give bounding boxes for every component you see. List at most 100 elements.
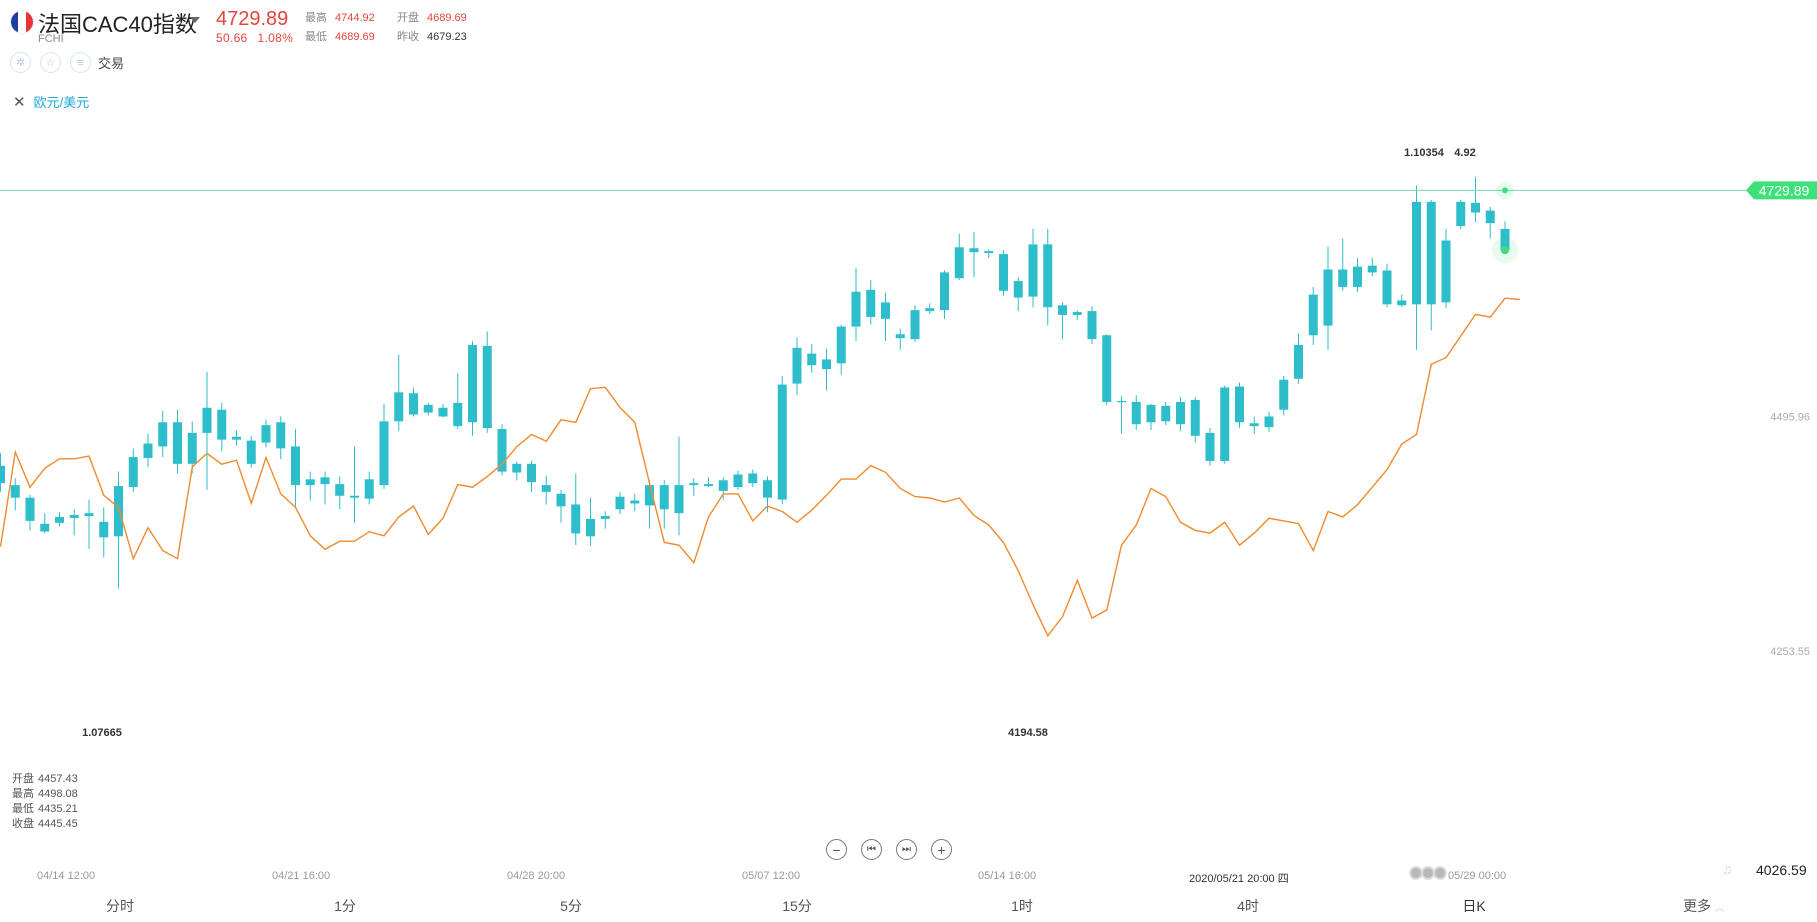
candle-body bbox=[940, 272, 949, 311]
candlestick-chart[interactable]: 4729.89 4495.96 4253.55 1.07665 4194.58 1.103… bbox=[0, 120, 1817, 860]
candle-body bbox=[1279, 379, 1289, 410]
instrument-dropdown-icon[interactable] bbox=[190, 17, 200, 23]
time-tick: 05/14 16:00 bbox=[978, 870, 1037, 882]
tab-timeshare[interactable]: 分时 bbox=[106, 898, 134, 914]
tab-5min[interactable]: 5分 bbox=[560, 898, 582, 914]
settings-icon[interactable]: ✲ bbox=[10, 52, 31, 73]
open-label: 开盘 bbox=[397, 12, 419, 24]
candle-body bbox=[320, 477, 330, 485]
ohlc-open-value: 4457.43 bbox=[38, 773, 78, 785]
overlay-indicator: ✕ 欧元/美元 bbox=[13, 92, 89, 111]
step-back-icon[interactable]: ⏮ bbox=[861, 839, 882, 860]
candle-body bbox=[822, 359, 831, 370]
candle-body bbox=[99, 521, 109, 538]
more-button[interactable]: 更多 ︿ bbox=[1683, 896, 1725, 916]
candle-body bbox=[630, 500, 640, 504]
high-value: 4744.92 bbox=[335, 12, 375, 24]
candle-body bbox=[984, 251, 994, 254]
time-tick: 04/21 16:00 bbox=[272, 870, 331, 882]
tab-15min[interactable]: 15分 bbox=[782, 898, 812, 914]
candle-body bbox=[999, 254, 1008, 291]
candle-body bbox=[1176, 401, 1185, 425]
candle-body bbox=[468, 344, 477, 423]
change-percent: 1.08% bbox=[257, 31, 294, 45]
candle-body bbox=[1456, 201, 1466, 227]
candle-body bbox=[674, 485, 684, 514]
trade-button[interactable]: 交易 bbox=[98, 56, 125, 71]
candle-body bbox=[40, 523, 50, 532]
candle-body bbox=[600, 516, 610, 519]
candle-body bbox=[659, 485, 669, 510]
time-tick: 04/28 20:00 bbox=[507, 870, 566, 882]
candle-body bbox=[1471, 202, 1480, 213]
candle-body bbox=[1367, 265, 1377, 273]
candle-body bbox=[335, 484, 345, 496]
candle-body bbox=[1249, 423, 1259, 427]
candle-body bbox=[1190, 400, 1200, 436]
tab-1min[interactable]: 1分 bbox=[334, 898, 356, 914]
overlay-name[interactable]: 欧元/美元 bbox=[33, 95, 90, 110]
star-icon[interactable]: ☆ bbox=[40, 52, 61, 73]
candle-body bbox=[792, 347, 802, 384]
candle-body bbox=[925, 308, 935, 312]
candle-body bbox=[645, 485, 654, 506]
high-label: 最高 bbox=[305, 12, 327, 24]
candle-body bbox=[114, 486, 123, 537]
bottom-price: 4026.59 bbox=[1756, 862, 1807, 878]
ohlc-low-value: 4435.21 bbox=[38, 803, 78, 815]
candle-body bbox=[1500, 228, 1510, 251]
candle-body bbox=[128, 457, 138, 488]
candle-body bbox=[364, 479, 374, 499]
candle-body bbox=[689, 483, 699, 486]
candle-body bbox=[158, 422, 168, 447]
ohlc-readout: 开盘 4457.43 最高 4498.08 最低 4435.21 收盘 4445.45 bbox=[12, 772, 78, 832]
zoom-out-icon[interactable]: − bbox=[826, 839, 847, 860]
candle-body bbox=[291, 446, 300, 486]
candle-body bbox=[763, 480, 772, 498]
candle-body bbox=[1485, 210, 1495, 224]
candle-body bbox=[55, 516, 64, 523]
candle-body bbox=[1412, 201, 1421, 305]
candle-body bbox=[571, 504, 581, 534]
change-value: 50.66 bbox=[216, 31, 248, 45]
instrument-header: 法国CAC40指数 FCHI 4729.89 50.66 1.08% 最高 474… bbox=[0, 0, 1817, 120]
chevron-up-icon: ︿ bbox=[1714, 903, 1725, 914]
candle-body bbox=[1117, 400, 1126, 403]
zoom-in-icon[interactable]: + bbox=[931, 839, 952, 860]
remove-overlay-icon[interactable]: ✕ bbox=[13, 93, 26, 111]
extreme-label: 1.07665 bbox=[82, 727, 122, 739]
tab-1hour[interactable]: 1时 bbox=[1011, 898, 1033, 914]
candle-body bbox=[423, 404, 433, 413]
candle-body bbox=[276, 422, 286, 449]
toolbar: ✲ ☆ ≡ 交易 bbox=[10, 52, 124, 73]
tab-4hour[interactable]: 4时 bbox=[1237, 898, 1259, 914]
y-tick-label: 4253.55 bbox=[1770, 646, 1810, 658]
instrument-name[interactable]: 法国CAC40指数 bbox=[38, 12, 197, 37]
candle-body bbox=[394, 392, 404, 422]
candle-body bbox=[1235, 386, 1244, 423]
candle-body bbox=[1353, 266, 1362, 287]
candle-body bbox=[1382, 270, 1392, 305]
candle-body bbox=[1338, 269, 1348, 287]
tab-daily[interactable]: 日K bbox=[1462, 898, 1486, 914]
step-forward-icon[interactable]: ⏭ bbox=[896, 839, 917, 860]
candle-body bbox=[84, 513, 94, 517]
candle-body bbox=[0, 465, 5, 484]
candle-body bbox=[217, 409, 227, 440]
time-tick: 05/29 00:00 bbox=[1448, 870, 1507, 882]
time-tick: 05/07 12:00 bbox=[742, 870, 801, 882]
candle-body bbox=[246, 440, 256, 464]
candle-body bbox=[173, 422, 182, 464]
extreme-label: 4.92 bbox=[1454, 147, 1475, 159]
open-value: 4689.69 bbox=[427, 12, 467, 24]
trade-icon[interactable]: ≡ bbox=[70, 52, 91, 73]
candle-body bbox=[482, 345, 492, 429]
low-value: 4689.69 bbox=[335, 31, 375, 43]
candle-body bbox=[1220, 387, 1230, 461]
candle-body bbox=[1205, 432, 1215, 461]
candle-body bbox=[527, 463, 536, 483]
candle-body bbox=[1426, 201, 1436, 305]
candle-body bbox=[512, 463, 522, 473]
candle-body bbox=[733, 474, 743, 488]
bell-icon[interactable]: ♫ bbox=[1722, 861, 1733, 877]
